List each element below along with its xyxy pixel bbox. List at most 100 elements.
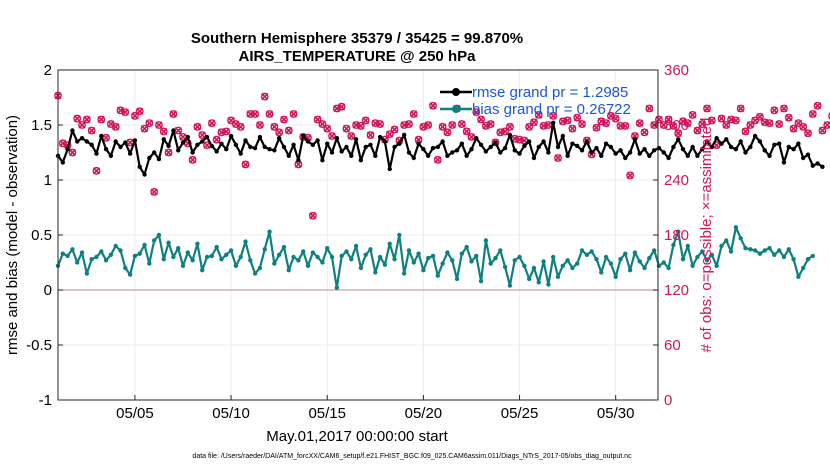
possible-obs-point-155 — [799, 122, 808, 131]
possible-obs-point-39 — [241, 160, 250, 169]
rmse-point-7 — [89, 142, 94, 147]
legend-rmse-marker — [452, 88, 460, 96]
assimilated-obs-point-39 — [241, 160, 250, 168]
assimilated-obs-point-88 — [477, 115, 485, 124]
bias-point-53 — [310, 250, 316, 255]
y-tick-label-0: -1 — [39, 392, 52, 409]
rmse-point-80 — [440, 139, 445, 144]
rmse-point-63 — [358, 158, 364, 163]
possible-obs-point-32 — [207, 119, 216, 128]
bias-point-39 — [243, 239, 248, 244]
legend-bias-marker — [452, 105, 460, 113]
bias-point-103 — [550, 254, 556, 260]
rmse-point-135 — [704, 139, 710, 144]
bias-point-92 — [498, 248, 503, 253]
rmse-point-16 — [132, 138, 138, 143]
bias-point-23 — [166, 240, 171, 245]
rmse-point-34 — [219, 141, 224, 146]
possible-obs-point-133 — [693, 126, 702, 135]
rmse-point-22 — [161, 137, 166, 142]
bias-point-46 — [276, 252, 282, 257]
rmse-point-29 — [195, 142, 200, 147]
bias-point-97 — [522, 263, 527, 268]
possible-obs-point-78 — [429, 101, 437, 110]
bias-point-116 — [613, 274, 618, 279]
assimilated-obs-point-7 — [88, 126, 96, 135]
assimilated-obs-point-6 — [83, 115, 91, 124]
bias-point-136 — [709, 252, 715, 257]
rmse-point-3 — [70, 128, 75, 133]
assimilated-obs-point-37 — [232, 120, 240, 128]
bias-point-36 — [228, 248, 234, 253]
bias-point-146 — [757, 251, 763, 256]
assimilated-obs-point-67 — [376, 120, 384, 128]
possible-obs-point-8 — [92, 166, 101, 175]
possible-obs-point-18 — [140, 124, 149, 133]
assimilated-obs-point-58 — [333, 104, 341, 113]
bias-point-148 — [767, 246, 772, 251]
yr-tick-label-1: 60 — [664, 337, 681, 354]
bias-point-126 — [661, 260, 666, 265]
possible-obs-point-108 — [573, 113, 582, 122]
rmse-point-89 — [483, 149, 489, 154]
possible-obs-point-17 — [135, 107, 144, 116]
rmse-point-153 — [791, 147, 796, 152]
rmse-point-69 — [387, 166, 392, 172]
bias-point-112 — [594, 257, 599, 262]
bias-point-91 — [493, 255, 498, 261]
bias-point-100 — [536, 280, 541, 285]
bias-point-95 — [512, 258, 517, 263]
rmse-point-50 — [296, 158, 301, 163]
bias-point-139 — [724, 238, 729, 243]
y-tick-label-5: 1.5 — [31, 117, 52, 134]
bias-point-123 — [647, 255, 652, 261]
assimilated-obs-point-1 — [59, 139, 67, 147]
rmse-point-141 — [733, 147, 739, 152]
yr-tick-label-5: 300 — [664, 117, 689, 134]
possible-obs-point-139 — [722, 121, 731, 129]
assimilated-obs-point-89 — [482, 122, 490, 130]
rmse-point-118 — [623, 155, 628, 161]
bias-point-27 — [185, 250, 191, 255]
rmse-point-137 — [714, 136, 719, 141]
assimilated-obs-point-103 — [549, 112, 557, 120]
assimilated-obs-point-22 — [160, 127, 168, 135]
assimilated-obs-point-61 — [347, 132, 355, 140]
rmse-point-18 — [142, 172, 147, 177]
rmse-point-84 — [459, 141, 465, 146]
assimilated-obs-point-3 — [68, 148, 76, 157]
rmse-point-124 — [651, 148, 657, 153]
bias-point-56 — [325, 246, 330, 251]
rmse-point-114 — [603, 141, 609, 146]
rmse-point-119 — [627, 150, 633, 155]
assimilated-obs-point-160 — [823, 121, 830, 129]
bias-point-35 — [224, 252, 229, 257]
rmse-point-23 — [166, 143, 171, 149]
assimilated-obs-point-142 — [737, 104, 745, 113]
rmse-point-111 — [589, 150, 594, 155]
bias-point-12 — [113, 243, 118, 249]
rmse-point-20 — [151, 150, 157, 155]
bias-point-128 — [671, 242, 676, 248]
possible-obs-point-123 — [645, 104, 654, 113]
rmse-point-133 — [695, 153, 700, 158]
bias-point-77 — [425, 255, 431, 261]
bias-point-19 — [147, 261, 152, 266]
possible-obs-point-30 — [198, 131, 207, 139]
right-y-axis-ticks: 0 60 120 180 240 300 360 — [653, 62, 689, 409]
rmse-point-33 — [214, 149, 219, 154]
rmse-point-47 — [281, 144, 287, 150]
possible-obs-point-152 — [784, 113, 793, 122]
bias-point-138 — [719, 243, 724, 249]
possible-obs-point-138 — [717, 114, 726, 123]
assimilated-obs-point-94 — [506, 123, 514, 131]
bias-point-150 — [776, 248, 782, 253]
assimilated-obs-point-145 — [751, 116, 759, 124]
assimilated-obs-point-32 — [208, 119, 216, 127]
assimilated-obs-point-63 — [357, 122, 365, 130]
bias-line — [56, 226, 814, 289]
possible-obs-point-149 — [770, 106, 779, 115]
rmse-point-144 — [748, 144, 753, 150]
possible-obs-point-46 — [275, 128, 284, 137]
